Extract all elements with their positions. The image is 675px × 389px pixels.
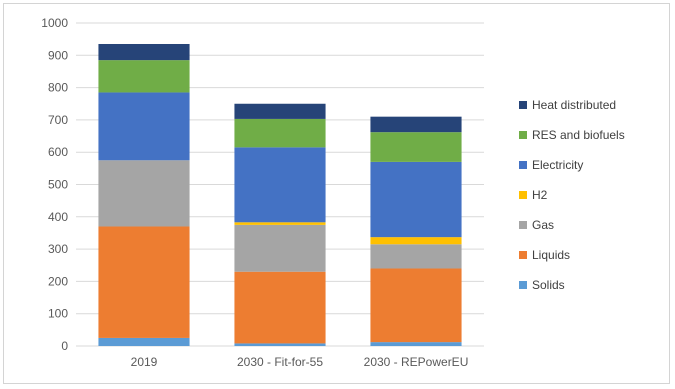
chart-area: 0 100 200 300 400 500 600 700 800 900 1000 2019 203… <box>3 3 670 384</box>
bars <box>98 43 462 346</box>
bar-segment-heat-distributed <box>370 116 462 133</box>
y-tick-label: 200 <box>48 274 68 288</box>
x-tick-label: 2030 - Fit-for-55 <box>237 355 323 369</box>
legend-swatch <box>519 251 527 259</box>
y-tick-label: 500 <box>48 178 68 192</box>
bar-segment-gas <box>98 160 190 227</box>
legend-label: Solids <box>532 278 565 292</box>
y-tick-label: 700 <box>48 113 68 127</box>
y-tick-label: 900 <box>48 48 68 62</box>
bar-segment-heat-distributed <box>98 43 190 61</box>
legend-label: Liquids <box>532 248 570 262</box>
bar-segment-res-and-biofuels <box>98 60 190 93</box>
y-tick-label: 600 <box>48 145 68 159</box>
bar-segment-h2 <box>370 237 462 245</box>
y-tick-label: 400 <box>48 210 68 224</box>
legend-item: H2 <box>519 188 548 202</box>
x-tick-label: 2030 - REPowerEU <box>364 355 469 369</box>
y-tick-label: 1000 <box>41 16 68 30</box>
y-tick-label: 0 <box>61 339 68 353</box>
bar-segment-gas <box>370 244 462 269</box>
y-tick-label: 100 <box>48 307 68 321</box>
stacked-bar-chart: 0 100 200 300 400 500 600 700 800 900 1000 2019 203… <box>41 16 625 369</box>
y-tick-label: 800 <box>48 81 68 95</box>
legend-label: RES and biofuels <box>532 128 625 142</box>
legend-item: RES and biofuels <box>519 128 625 142</box>
y-tick-label: 300 <box>48 242 68 256</box>
legend-swatch <box>519 161 527 169</box>
bar-segment-electricity <box>98 92 190 161</box>
legend-swatch <box>519 281 527 289</box>
legend-swatch <box>519 221 527 229</box>
bar-segment-res-and-biofuels <box>234 118 326 148</box>
x-axis-tick-labels: 2019 2030 - Fit-for-55 2030 - REPowerEU <box>131 355 469 369</box>
legend-item: Solids <box>519 278 565 292</box>
bar-segment-liquids <box>234 271 326 344</box>
legend-label: Heat distributed <box>532 98 616 112</box>
bar-segment-solids <box>234 343 326 346</box>
bar-segment-h2 <box>234 222 326 225</box>
bar-segment-electricity <box>234 147 326 223</box>
bar-segment-liquids <box>370 268 462 343</box>
legend-label: Electricity <box>532 158 583 172</box>
bar-segment-liquids <box>98 226 190 338</box>
legend-label: H2 <box>532 188 548 202</box>
bar-segment-res-and-biofuels <box>370 132 462 162</box>
y-axis-tick-labels: 0 100 200 300 400 500 600 700 800 900 1000 <box>41 16 68 353</box>
legend-item: Liquids <box>519 248 570 262</box>
legend-item: Gas <box>519 218 554 232</box>
legend-item: Heat distributed <box>519 98 616 112</box>
legend: Heat distributed RES and biofuels Electric… <box>519 98 625 292</box>
legend-swatch <box>519 131 527 139</box>
legend-item: Electricity <box>519 158 583 172</box>
bar-segment-solids <box>98 337 190 346</box>
legend-swatch <box>519 191 527 199</box>
bar-segment-electricity <box>370 161 462 238</box>
bar-segment-heat-distributed <box>234 103 326 119</box>
legend-swatch <box>519 101 527 109</box>
x-tick-label: 2019 <box>131 355 158 369</box>
bar-segment-gas <box>234 224 326 272</box>
legend-label: Gas <box>532 218 554 232</box>
bar-segment-solids <box>370 342 462 346</box>
